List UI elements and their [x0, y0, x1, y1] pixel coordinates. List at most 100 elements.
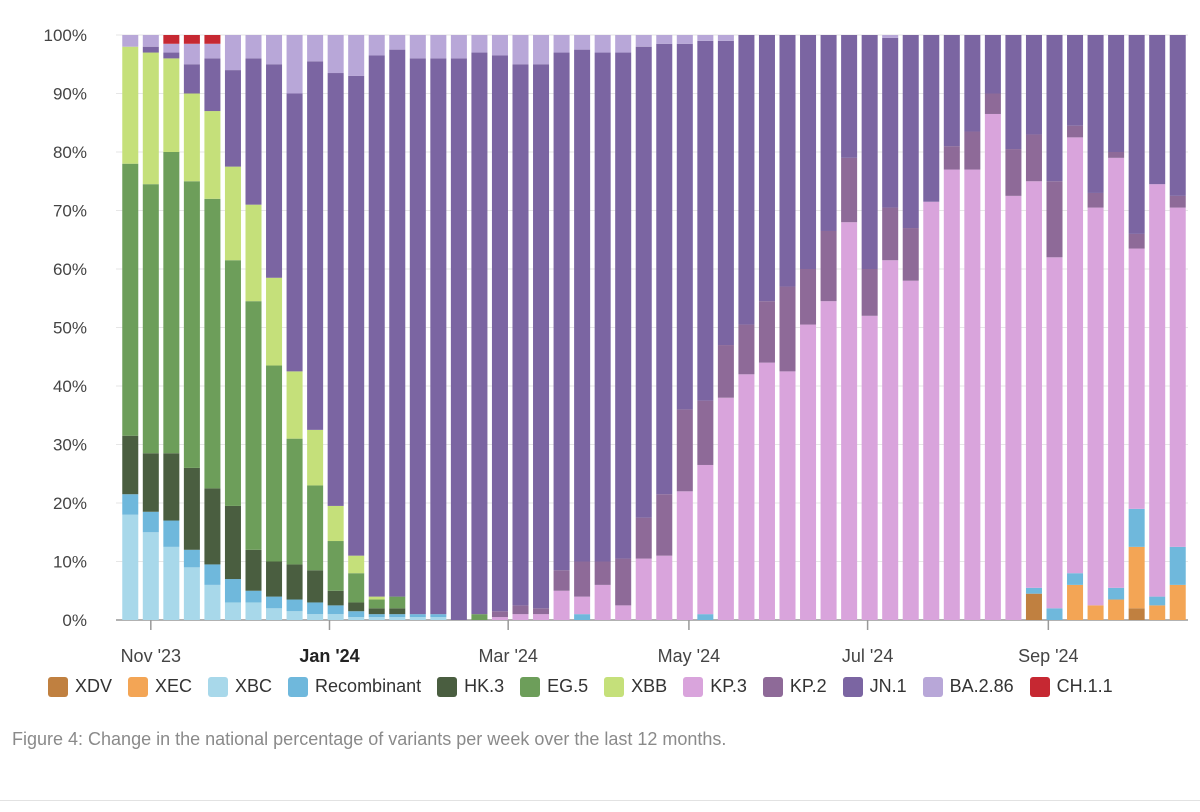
bar-stack — [122, 35, 139, 620]
bar-segment-kp-2 — [738, 324, 755, 375]
legend-item[interactable]: XBC — [208, 676, 272, 697]
legend-item[interactable]: BA.2.86 — [922, 676, 1014, 697]
bar-stack — [820, 35, 837, 620]
legend-label: JN.1 — [869, 676, 907, 696]
figure-caption: Figure 4: Change in the national percent… — [12, 729, 727, 749]
bar-segment-ba-2-86 — [512, 35, 529, 65]
bar-segment-xbc — [204, 584, 221, 620]
bar-segment-ch-1-1 — [204, 35, 221, 44]
bar-segment-kp-3 — [1067, 137, 1084, 574]
bar-segment-ba-2-86 — [491, 35, 508, 56]
bar-segment-recombinant — [307, 602, 324, 615]
bar-stack — [533, 35, 550, 620]
legend-item[interactable]: XEC — [128, 676, 192, 697]
bar-stack — [368, 35, 385, 620]
legend-swatch — [842, 676, 863, 697]
bar-segment-recombinant — [224, 579, 241, 603]
bar-segment-eg-5 — [368, 599, 385, 609]
bar-segment-xbc — [348, 617, 365, 620]
legend-label: HK.3 — [464, 676, 505, 696]
legend-item[interactable]: Recombinant — [288, 676, 421, 697]
legend-swatch — [437, 676, 458, 697]
bar-segment-kp-3 — [943, 169, 960, 621]
bar-segment-kp-2 — [1169, 195, 1186, 208]
bar-segment-kp-3 — [615, 605, 632, 620]
bar-stack — [943, 35, 960, 621]
bar-stack — [758, 35, 775, 620]
bar-segment-jn-1 — [450, 58, 467, 620]
bar-segment-jn-1 — [491, 55, 508, 612]
bar-segment-recombinant — [286, 599, 303, 612]
bar-stack — [594, 35, 611, 620]
bar-segment-recombinant — [245, 590, 262, 603]
bar-segment-jn-1 — [738, 35, 755, 325]
bar-segment-xbb — [163, 58, 180, 152]
bar-segment-kp-3 — [491, 617, 508, 620]
bar-segment-recombinant — [389, 614, 406, 618]
bar-segment-xec — [1169, 584, 1186, 620]
bar-segment-hk-3 — [307, 570, 324, 603]
bar-segment-recombinant — [122, 494, 139, 515]
legend-label: XBC — [235, 676, 273, 696]
bar-segment-recombinant — [1025, 587, 1042, 594]
x-tick-label: Jan '24 — [299, 646, 359, 666]
bar-segment-jn-1 — [512, 64, 529, 606]
x-tick-label: Nov '23 — [121, 646, 181, 666]
bar-stack — [224, 35, 241, 620]
bar-segment-recombinant — [142, 511, 159, 533]
bar-segment-kp-3 — [1025, 181, 1042, 588]
bar-segment-kp-3 — [779, 371, 796, 620]
bar-segment-eg-5 — [224, 260, 241, 506]
legend-item[interactable]: XBB — [604, 676, 667, 697]
bar-segment-kp-3 — [1087, 207, 1104, 606]
bar-segment-jn-1 — [943, 35, 960, 147]
y-tick-label: 60% — [53, 260, 87, 279]
bar-segment-ba-2-86 — [409, 35, 426, 59]
legend-item[interactable]: CH.1.1 — [1029, 676, 1113, 697]
bar-segment-eg-5 — [163, 152, 180, 454]
bar-segment-kp-3 — [594, 584, 611, 620]
bar-segment-jn-1 — [471, 52, 488, 615]
legend-label: CH.1.1 — [1056, 676, 1113, 696]
bar-segment-ba-2-86 — [471, 35, 488, 53]
legend-label: XBB — [631, 676, 668, 696]
bar-segment-jn-1 — [594, 52, 611, 562]
bar-segment-ba-2-86 — [266, 35, 283, 65]
bar-segment-hk-3 — [348, 602, 365, 612]
bar-segment-xbb — [224, 166, 241, 261]
bar-segment-kp-3 — [923, 201, 940, 620]
legend-swatch — [1029, 676, 1050, 697]
bar-segment-hk-3 — [224, 505, 241, 580]
bar-segment-eg-5 — [245, 301, 262, 550]
bar-segment-kp-3 — [800, 324, 817, 620]
bar-stack — [142, 35, 159, 620]
bar-segment-hk-3 — [327, 590, 344, 606]
bar-segment-xbc — [307, 614, 324, 620]
legend-item[interactable]: XDV — [48, 676, 112, 697]
bar-segment-jn-1 — [348, 75, 365, 556]
bar-segment-jn-1 — [1169, 35, 1186, 196]
bar-stack — [553, 35, 570, 620]
bar-stack — [327, 35, 344, 620]
bar-segment-kp-3 — [820, 301, 837, 620]
bar-segment-jn-1 — [758, 35, 775, 302]
bar-segment-kp-2 — [594, 561, 611, 585]
bar-segment-jn-1 — [368, 55, 385, 597]
legend-item[interactable]: HK.3 — [437, 676, 504, 697]
bar-segment-ba-2-86 — [697, 35, 714, 41]
bar-segment-jn-1 — [615, 52, 632, 559]
legend-item[interactable]: JN.1 — [842, 676, 907, 697]
bar-segment-kp-2 — [676, 409, 693, 492]
legend-swatch — [48, 676, 68, 697]
bar-segment-hk-3 — [142, 453, 159, 512]
legend-item[interactable]: EG.5 — [520, 676, 588, 697]
y-tick-label: 40% — [53, 377, 87, 396]
legend-item[interactable]: KP.3 — [683, 676, 747, 697]
bars — [122, 35, 1186, 621]
bar-segment-jn-1 — [1067, 35, 1084, 126]
bar-stack — [656, 35, 673, 620]
bar-segment-xbb — [286, 371, 303, 439]
bar-segment-xec — [1128, 546, 1145, 609]
bar-stack — [984, 35, 1001, 620]
legend-item[interactable]: KP.2 — [762, 676, 827, 697]
